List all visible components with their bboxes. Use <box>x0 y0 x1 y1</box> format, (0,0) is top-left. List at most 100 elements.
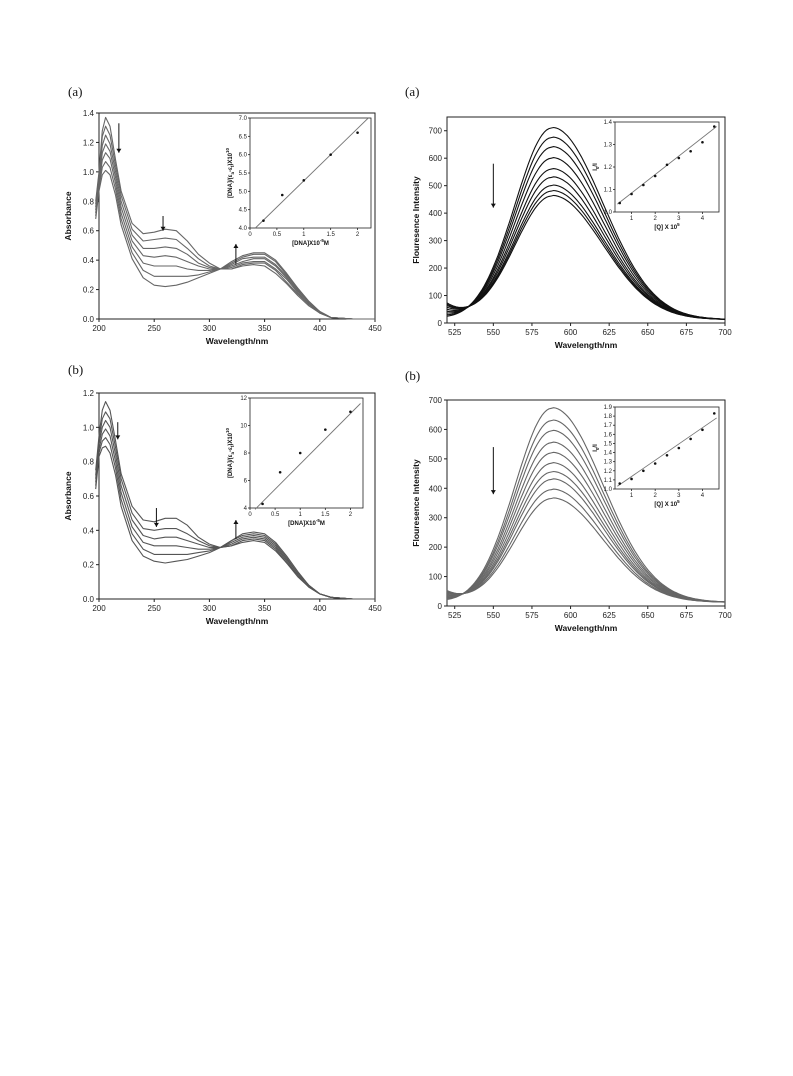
inset-axis-title-part: [Q] X 10 <box>654 502 677 508</box>
y-axis-title: Absorbance <box>63 471 73 520</box>
inset-y-tick-label: 1.8 <box>604 414 613 420</box>
inset-data-point <box>329 153 332 156</box>
inset-y-tick-label: 7.0 <box>239 116 248 122</box>
inset-data-point <box>712 125 716 128</box>
inset-y-tick-label: 1.1 <box>604 478 613 484</box>
inset-axis-title-part: -5 <box>320 238 324 243</box>
y-tick-label: 700 <box>429 127 443 136</box>
y-axis-title: Flouresence Intensity <box>411 176 421 264</box>
inset-x-tick-label: 2 <box>654 216 658 222</box>
spectrum-line-3 <box>95 134 375 320</box>
y-tick-label: 0 <box>438 602 443 611</box>
y-tick-label: 0.4 <box>83 256 95 265</box>
inset-y-tick-label: 4 <box>244 506 248 512</box>
inset-axis-title-part: f <box>230 165 235 167</box>
inset-axis-title-part: a <box>230 172 235 175</box>
panel-label-abs-b: (b) <box>68 362 84 377</box>
inset-x-tick-label: 3 <box>677 493 681 499</box>
inset-axis-title: [DNA]X10-5M <box>288 518 325 527</box>
y-axis-title: Absorbance <box>63 191 73 240</box>
x-tick-label: 250 <box>148 324 162 333</box>
x-tick-label: 600 <box>564 611 578 620</box>
inset-axis-title-part: 10 <box>225 427 230 433</box>
inset-data-point <box>701 140 704 144</box>
inset-y-tick-label: 5.5 <box>239 171 248 177</box>
inset-axis-title-part: -ε <box>228 447 234 452</box>
inset-x-tick-label: 1.5 <box>321 512 330 518</box>
x-tick-label: 400 <box>313 324 327 333</box>
inset-y-tick-label: 5.0 <box>239 189 248 195</box>
inset-axis-title-part: )X10 <box>228 432 234 445</box>
y-tick-label: 0.0 <box>83 315 95 324</box>
x-tick-label: 450 <box>368 604 382 613</box>
x-tick-label: 350 <box>258 604 272 613</box>
x-tick-label: 250 <box>148 604 162 613</box>
x-tick-label: 200 <box>92 604 106 613</box>
y-tick-label: 0.6 <box>83 227 95 236</box>
inset-axis-title-part: a <box>230 452 235 455</box>
inset-y-tick-label: 1.3 <box>604 143 613 149</box>
x-axis-title: Wavelength/nm <box>555 623 618 633</box>
y-tick-label: 1.0 <box>83 168 95 177</box>
inset-x-tick-label: 0.5 <box>273 232 282 238</box>
inset-axis-title-part: 10 <box>225 147 230 153</box>
emission-line-9 <box>446 488 726 603</box>
spectrum-line-1 <box>95 116 375 320</box>
inset-x-tick-label: 1 <box>299 512 303 518</box>
x-tick-label: 300 <box>203 604 217 613</box>
inset-y-tick-label: 1.0 <box>604 210 613 216</box>
inset-y-tick-label: 1.6 <box>604 432 613 438</box>
inset-axis-title-part: M <box>324 241 329 247</box>
inset-axis-title-part: 0 <box>595 166 600 169</box>
x-tick-label: 625 <box>602 611 616 620</box>
x-tick-label: 525 <box>448 611 462 620</box>
inset-frame <box>614 406 720 490</box>
trend-arrow-head <box>233 243 239 248</box>
spectrum-line-6 <box>95 445 375 600</box>
spectrum-line-7 <box>95 169 375 320</box>
inset-data-point <box>642 183 645 187</box>
inset-y-tick-label: 6 <box>244 479 248 485</box>
inset-data-point <box>665 453 669 457</box>
inset-data-point <box>689 149 692 153</box>
x-tick-label: 350 <box>258 324 272 333</box>
y-tick-label: 500 <box>429 182 443 191</box>
inset-data-point <box>302 179 306 182</box>
trend-arrow-head <box>490 203 496 208</box>
emission-line-9 <box>446 194 726 320</box>
inset-axis-title: [Q] X 105 <box>654 222 680 231</box>
y-tick-label: 1.2 <box>83 138 95 147</box>
y-tick-label: 1.4 <box>83 109 95 118</box>
inset-y-tick-label: 4.0 <box>239 226 248 232</box>
x-tick-label: 450 <box>368 324 382 333</box>
y-tick-label: 300 <box>429 237 443 246</box>
inset-axis-title-part: [Q] X 10 <box>654 225 677 231</box>
y-tick-label: 1.0 <box>83 423 95 432</box>
inset-frame <box>249 397 364 509</box>
inset-axis-title-part: -5 <box>316 518 320 523</box>
inset-y-tick-label: 1.2 <box>604 165 613 171</box>
trend-arrow-head <box>115 435 121 440</box>
inset-data-point <box>349 410 352 414</box>
inset-axis-title: I0/I <box>593 444 600 452</box>
y-tick-label: 600 <box>429 154 443 163</box>
plot-frame <box>446 399 726 607</box>
inset-data-point <box>618 482 622 485</box>
inset-data-point <box>324 428 327 431</box>
y-tick-label: 1.2 <box>83 389 95 398</box>
x-tick-label: 700 <box>718 611 732 620</box>
y-tick-label: 600 <box>429 425 443 434</box>
inset-data-point <box>653 174 657 178</box>
y-tick-label: 0.4 <box>83 526 95 535</box>
x-tick-label: 525 <box>448 328 462 337</box>
y-tick-label: 0.2 <box>83 561 95 570</box>
trend-arrow-head <box>116 148 122 153</box>
inset-data-point <box>298 451 302 455</box>
inset-y-tick-label: 1.4 <box>604 451 613 457</box>
x-tick-label: 550 <box>487 611 501 620</box>
y-tick-label: 700 <box>429 396 443 405</box>
inset-frame <box>614 121 720 213</box>
inset-x-tick-label: 1 <box>630 493 634 499</box>
